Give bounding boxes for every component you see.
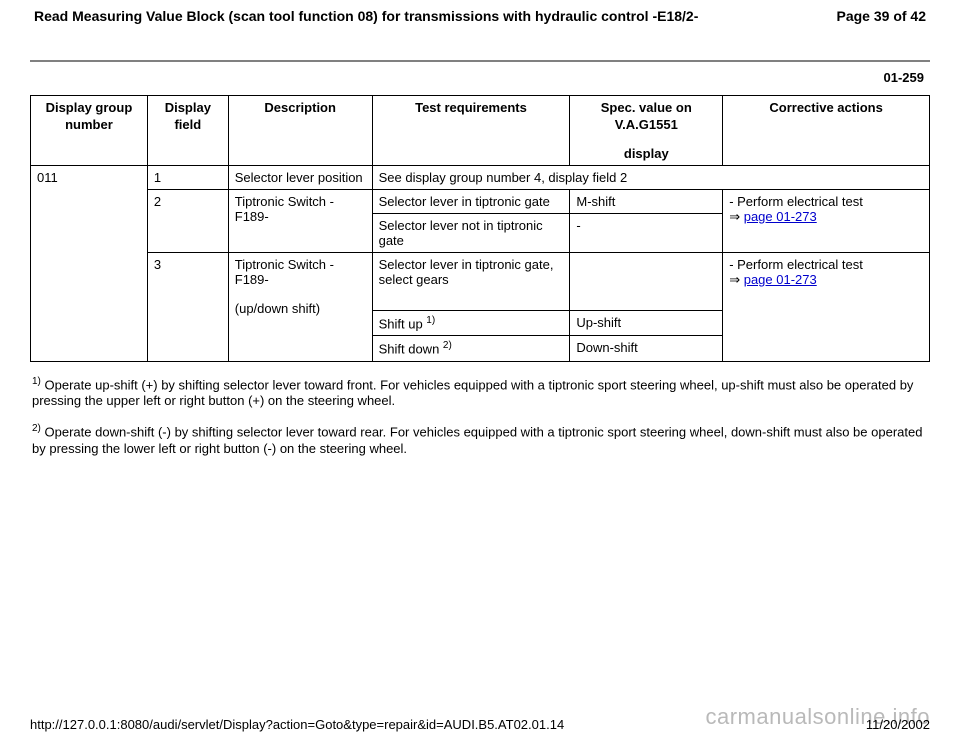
req-text: Shift down — [379, 342, 443, 357]
cell-requirements: Shift up 1) — [372, 311, 570, 336]
header-page-label: Page 39 of 42 — [837, 8, 927, 24]
cell-spec — [570, 253, 723, 311]
footer-url: http://127.0.0.1:8080/audi/servlet/Displ… — [30, 717, 564, 732]
cell-action: - Perform electrical test ⇒ page 01-273 — [723, 253, 930, 362]
cell-description: Tiptronic Switch -F189- (up/down shift) — [228, 253, 372, 362]
cell-requirements: See display group number 4, display fiel… — [372, 166, 929, 190]
cell-action: - Perform electrical test ⇒ page 01-273 — [723, 190, 930, 253]
cell-description: Selector lever position — [228, 166, 372, 190]
table-row: 2 Tiptronic Switch -F189- Selector lever… — [31, 190, 930, 214]
table-row: 3 Tiptronic Switch -F189- (up/down shift… — [31, 253, 930, 311]
cell-spec: Down-shift — [570, 336, 723, 361]
page-header: Read Measuring Value Block (scan tool fu… — [30, 8, 930, 30]
col-text: Display — [165, 100, 211, 115]
col-display-group: Display group number — [31, 96, 148, 166]
header-title: Read Measuring Value Block (scan tool fu… — [34, 8, 698, 24]
desc-text: Tiptronic Switch -F189- — [235, 257, 334, 287]
table-header-row: Display group number Display field Descr… — [31, 96, 930, 166]
footnote-sup: 1) — [32, 376, 41, 387]
desc-text: (up/down shift) — [235, 301, 366, 316]
cell-spec: - — [570, 214, 723, 253]
page-link[interactable]: page 01-273 — [744, 272, 817, 287]
cell-requirements: Shift down 2) — [372, 336, 570, 361]
cell-requirements: Selector lever not in tiptronic gate — [372, 214, 570, 253]
table-row: 011 1 Selector lever position See displa… — [31, 166, 930, 190]
page-link[interactable]: page 01-273 — [744, 209, 817, 224]
cell-field: 3 — [147, 253, 228, 362]
col-text: Spec. value on — [601, 100, 692, 115]
req-text: Shift up — [379, 316, 427, 331]
footnote-2: 2) Operate down-shift (-) by shifting se… — [32, 423, 928, 457]
action-text: - Perform electrical test — [729, 257, 863, 272]
footnote-text: Operate down-shift (-) by shifting selec… — [32, 425, 922, 456]
footnote-1: 1) Operate up-shift (+) by shifting sele… — [32, 376, 928, 410]
footer-date: 11/20/2002 — [866, 717, 930, 732]
arrow-icon: ⇒ — [729, 272, 740, 287]
cell-spec: Up-shift — [570, 311, 723, 336]
col-text: display — [576, 146, 716, 161]
cell-group-number: 011 — [31, 166, 148, 362]
cell-description: Tiptronic Switch -F189- — [228, 190, 372, 253]
section-number: 01-259 — [30, 70, 930, 85]
superscript: 2) — [443, 340, 452, 351]
page-footer: http://127.0.0.1:8080/audi/servlet/Displ… — [30, 717, 930, 732]
measuring-value-table: Display group number Display field Descr… — [30, 95, 930, 362]
col-text: field — [154, 117, 222, 132]
header-divider — [30, 60, 930, 62]
footnote-text: Operate up-shift (+) by shifting selecto… — [32, 377, 913, 408]
col-text: number — [37, 117, 141, 132]
page-container: Read Measuring Value Block (scan tool fu… — [0, 0, 960, 742]
cell-field: 1 — [147, 166, 228, 190]
col-description: Description — [228, 96, 372, 166]
col-test-requirements: Test requirements — [372, 96, 570, 166]
col-display-field: Display field — [147, 96, 228, 166]
arrow-icon: ⇒ — [729, 209, 740, 224]
cell-spec: M-shift — [570, 190, 723, 214]
footnote-sup: 2) — [32, 423, 41, 434]
cell-requirements: Selector lever in tiptronic gate, select… — [372, 253, 570, 311]
cell-field: 2 — [147, 190, 228, 253]
superscript: 1) — [426, 315, 435, 326]
col-corrective-actions: Corrective actions — [723, 96, 930, 166]
action-text: - Perform electrical test — [729, 194, 863, 209]
col-text: V.A.G1551 — [576, 117, 716, 132]
col-spec-value: Spec. value on V.A.G1551 display — [570, 96, 723, 166]
col-text: Display group — [46, 100, 133, 115]
cell-requirements: Selector lever in tiptronic gate — [372, 190, 570, 214]
